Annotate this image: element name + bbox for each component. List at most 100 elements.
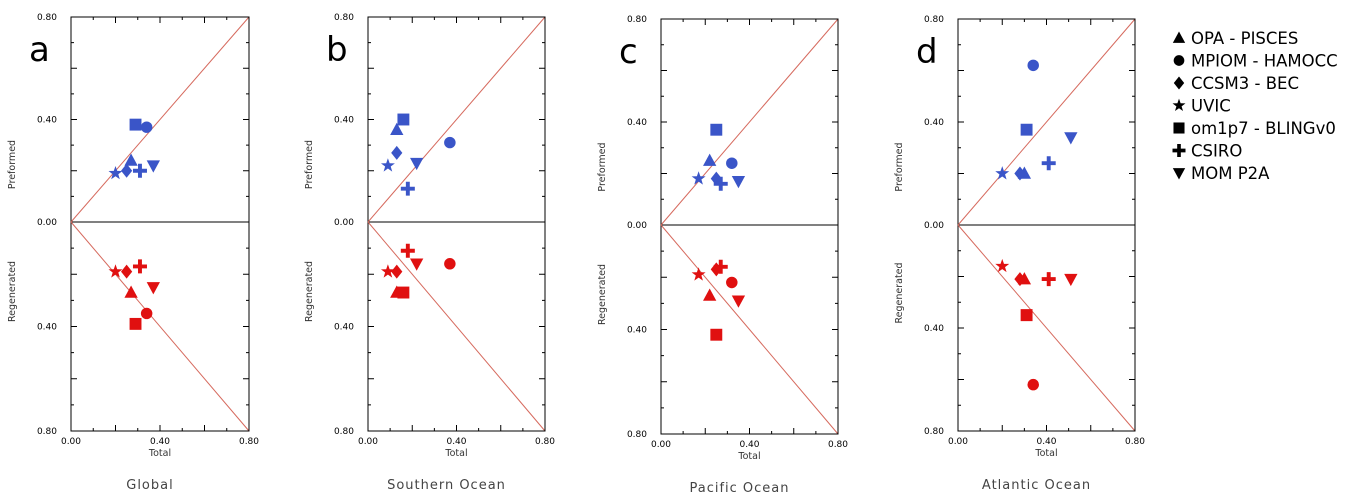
panel-a-y-tick-label: 0.80 (37, 13, 57, 23)
panel-d-regenerated-point-diamond (1014, 272, 1026, 287)
panel-b-preformed-point-square (397, 113, 410, 126)
panel-a-y-tick-label: 0.40 (37, 323, 57, 333)
panel-d-preformed-point-square (1020, 123, 1033, 136)
panel-d-preformed-point-plus (1041, 156, 1056, 171)
panel-b-preformed-point-plus (400, 181, 415, 196)
panel-c-x-tick-label: 0.00 (651, 440, 671, 450)
panel-b-regenerated-point-square (397, 286, 410, 299)
legend-square-icon (1173, 122, 1185, 134)
panel-d-y-tick-label: 0.80 (924, 15, 944, 25)
panel-d-y-axis-title-regenerated: Regenerated (894, 262, 905, 323)
panel-b-caption: Southern Ocean (387, 478, 506, 493)
panel-b-diagonal-up (367, 16, 546, 223)
panel-c-regenerated-point-triangle-down (731, 295, 746, 308)
panel-a-regenerated-point-circle (140, 307, 153, 320)
panel-c-letter: c (619, 32, 638, 72)
panel-b-frame (367, 16, 546, 432)
panel-a-preformed-point-star (108, 165, 123, 180)
panel-c-preformed-point-circle (726, 157, 738, 169)
panel-a-preformed-point-plus (132, 163, 147, 178)
panel-a: 0.00 0.40 0.80 0.80 0.40 0.00 0.40 0.80 Total Pre… (7, 13, 259, 493)
panel-a-x-axis-title: Total (148, 448, 171, 459)
panel-d-preformed-point-triangle-down (1064, 132, 1078, 145)
panel-c-preformed-point-square (710, 123, 723, 136)
panel-b-y-tick-label: 0.80 (334, 13, 354, 23)
panel-c-y-tick-label: 0.40 (627, 326, 647, 336)
panel-c-preformed-point-star (691, 171, 706, 185)
panel-b-regenerated-point-triangle-down (410, 258, 424, 271)
panel-c-x-tick-label: 0.80 (828, 440, 848, 450)
panel-c-diagonal-up (660, 18, 839, 226)
panel-c-caption: Pacific Ocean (689, 481, 789, 496)
panel-b-diagonal-down (367, 221, 546, 432)
panel-c-regenerated-point-circle (726, 276, 738, 289)
panel-b-regenerated-point-plus (400, 243, 415, 258)
panel-c-preformed-point-triangle-up (703, 153, 717, 166)
panel-d-x-tick-label: 0.80 (1125, 437, 1145, 447)
panel-a-regenerated-point-diamond (121, 264, 133, 279)
panel-b-regenerated-point-diamond (391, 264, 403, 279)
legend-triangle-down-icon (1172, 168, 1186, 180)
panel-c: 0.00 0.40 0.80 0.80 0.40 0.00 0.40 0.80 Total Pre… (597, 15, 848, 496)
legend-triangle-up-icon (1172, 31, 1186, 43)
panel-c-regenerated-point-triangle-up (703, 288, 717, 301)
panel-c-frame (660, 18, 839, 435)
panel-a-regenerated-point-square (129, 317, 142, 330)
panel-d-diagonal-up (957, 18, 1136, 226)
panel-c-x-tick-label: 0.40 (739, 440, 759, 450)
panel-b-regenerated-point-circle (444, 258, 456, 270)
legend-label: om1p7 - BLINGv0 (1191, 119, 1336, 138)
legend-label: UVIC (1191, 97, 1231, 116)
panel-c-preformed-point-plus (713, 176, 728, 191)
panel-d-regenerated-point-plus (1041, 272, 1056, 287)
panel-b-x-tick-label: 0.40 (446, 437, 466, 447)
panel-d-regenerated-point-triangle-down (1064, 273, 1078, 287)
panel-b-y-axis-title-preformed: Preformed (304, 140, 315, 189)
panel-d-y-axis-title-preformed: Preformed (894, 142, 905, 191)
panel-a-y-tick-label: 0.40 (37, 116, 57, 126)
panel-b-letter: b (326, 30, 348, 70)
panel-a-preformed-point-circle (140, 121, 153, 133)
panel-d-diagonal-down (957, 224, 1136, 432)
panel-d-x-tick-label: 0.00 (948, 437, 968, 447)
panel-d-regenerated-point-star (995, 258, 1010, 273)
legend-star-icon (1172, 98, 1186, 112)
panel-a-preformed-point-diamond (121, 163, 133, 178)
panel-d-preformed-point-diamond (1014, 166, 1026, 181)
panel-a-diagonal-up (70, 16, 250, 223)
panel-b-y-tick-label: 0.00 (334, 218, 354, 228)
panel-b-x-axis-title: Total (444, 448, 467, 459)
panel-d-y-tick-label: 0.40 (924, 118, 944, 128)
legend-label: OPA - PISCES (1191, 29, 1298, 48)
panel-d-x-tick-label: 0.40 (1036, 437, 1056, 447)
legend-diamond-icon (1173, 76, 1185, 90)
panel-c-regenerated-point-plus (713, 259, 728, 274)
panel-a-regenerated-point-triangle-down (146, 282, 160, 295)
panel-d-y-tick-label: 0.80 (924, 427, 944, 437)
legend-label: CCSM3 - BEC (1191, 74, 1299, 93)
panel-a-preformed-point-triangle-down (146, 160, 160, 173)
panel-a-y-axis-title-regenerated: Regenerated (7, 261, 18, 322)
panel-a-caption: Global (126, 478, 173, 493)
panel-a-regenerated-point-triangle-up (124, 285, 138, 298)
panel-b-preformed-point-triangle-down (410, 157, 424, 171)
panel-b-y-tick-label: 0.40 (334, 116, 354, 126)
panel-c-y-tick-label: 0.00 (627, 221, 647, 231)
panel-b: 0.00 0.40 0.80 0.80 0.40 0.00 0.40 0.80 Total Pre… (304, 13, 555, 493)
panel-b-preformed-point-diamond (391, 145, 403, 160)
panel-a-preformed-point-triangle-up (124, 153, 138, 166)
panel-c-regenerated-point-star (691, 267, 706, 281)
panel-c-x-axis-title: Total (737, 451, 760, 462)
panel-b-preformed-point-triangle-up (390, 122, 404, 135)
panel-c-y-tick-label: 0.80 (627, 15, 647, 25)
panel-b-x-tick-label: 0.80 (535, 437, 555, 447)
panel-c-y-axis-title-regenerated: Regenerated (597, 264, 608, 325)
panel-d-preformed-point-circle (1027, 59, 1039, 72)
panel-d-regenerated-point-square (1020, 309, 1033, 322)
panel-c-y-tick-label: 0.80 (627, 430, 647, 440)
panel-c-y-axis-title-preformed: Preformed (597, 142, 608, 191)
panel-a-x-tick-label: 0.40 (150, 437, 170, 447)
legend-plus-icon (1172, 144, 1186, 157)
panel-a-diagonal-down (70, 221, 250, 432)
